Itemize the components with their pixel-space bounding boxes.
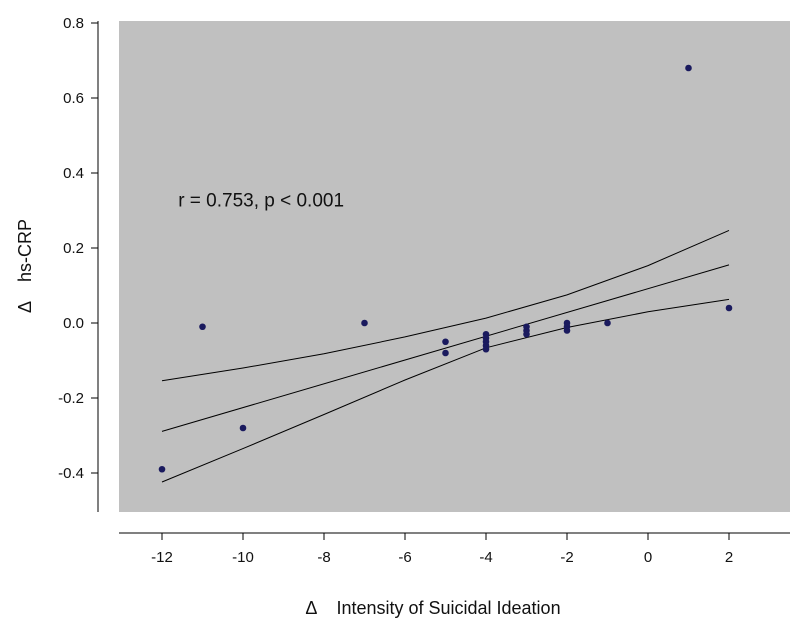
- y-axis-title: Δ hs-CRP: [15, 219, 35, 313]
- confidence-bands: [161, 229, 730, 483]
- data-point: [199, 323, 206, 331]
- x-tick-label: -6: [398, 549, 411, 566]
- plot-background: [119, 21, 790, 512]
- data-point: [442, 338, 449, 346]
- data-point: [442, 349, 449, 357]
- y-tick-label: -0.4: [58, 465, 84, 482]
- x-tick-label: -4: [479, 549, 492, 566]
- data-point: [239, 424, 247, 432]
- data-point: [482, 345, 490, 353]
- x-tick-label: -8: [317, 549, 330, 566]
- data-points: [158, 64, 733, 473]
- y-tick-label: 0.0: [63, 315, 84, 332]
- data-point: [685, 64, 692, 72]
- data-point: [361, 319, 368, 327]
- regression-line: [161, 264, 730, 432]
- ci-lower-line: [161, 298, 730, 483]
- y-tick-label: 0.4: [63, 165, 84, 182]
- x-tick-label: -2: [560, 549, 573, 566]
- y-axis: -0.4 -0.2 0.0 0.2 0.4 0.6 0.8: [58, 15, 99, 512]
- data-point: [604, 319, 611, 327]
- ci-upper-line: [161, 229, 730, 382]
- y-tick-label: 0.8: [63, 15, 84, 32]
- data-point: [523, 330, 530, 338]
- x-tick-label: -12: [151, 549, 173, 566]
- x-tick-label: 2: [725, 549, 733, 566]
- x-tick-label: 0: [644, 549, 652, 566]
- correlation-annotation: r = 0.753, p < 0.001: [178, 190, 344, 211]
- data-point: [158, 465, 166, 473]
- data-point: [725, 304, 733, 312]
- x-tick-label: -10: [232, 549, 254, 566]
- data-point: [563, 327, 571, 334]
- y-tick-label: -0.2: [58, 390, 84, 407]
- x-axis-title: Δ Intensity of Suicidal Ideation: [305, 598, 560, 618]
- y-tick-label: 0.2: [63, 240, 84, 257]
- x-axis: -12 -10 -8 -6 -4 -2 0 2: [119, 532, 790, 566]
- y-tick-label: 0.6: [63, 90, 84, 107]
- regression-line-group: [161, 264, 730, 432]
